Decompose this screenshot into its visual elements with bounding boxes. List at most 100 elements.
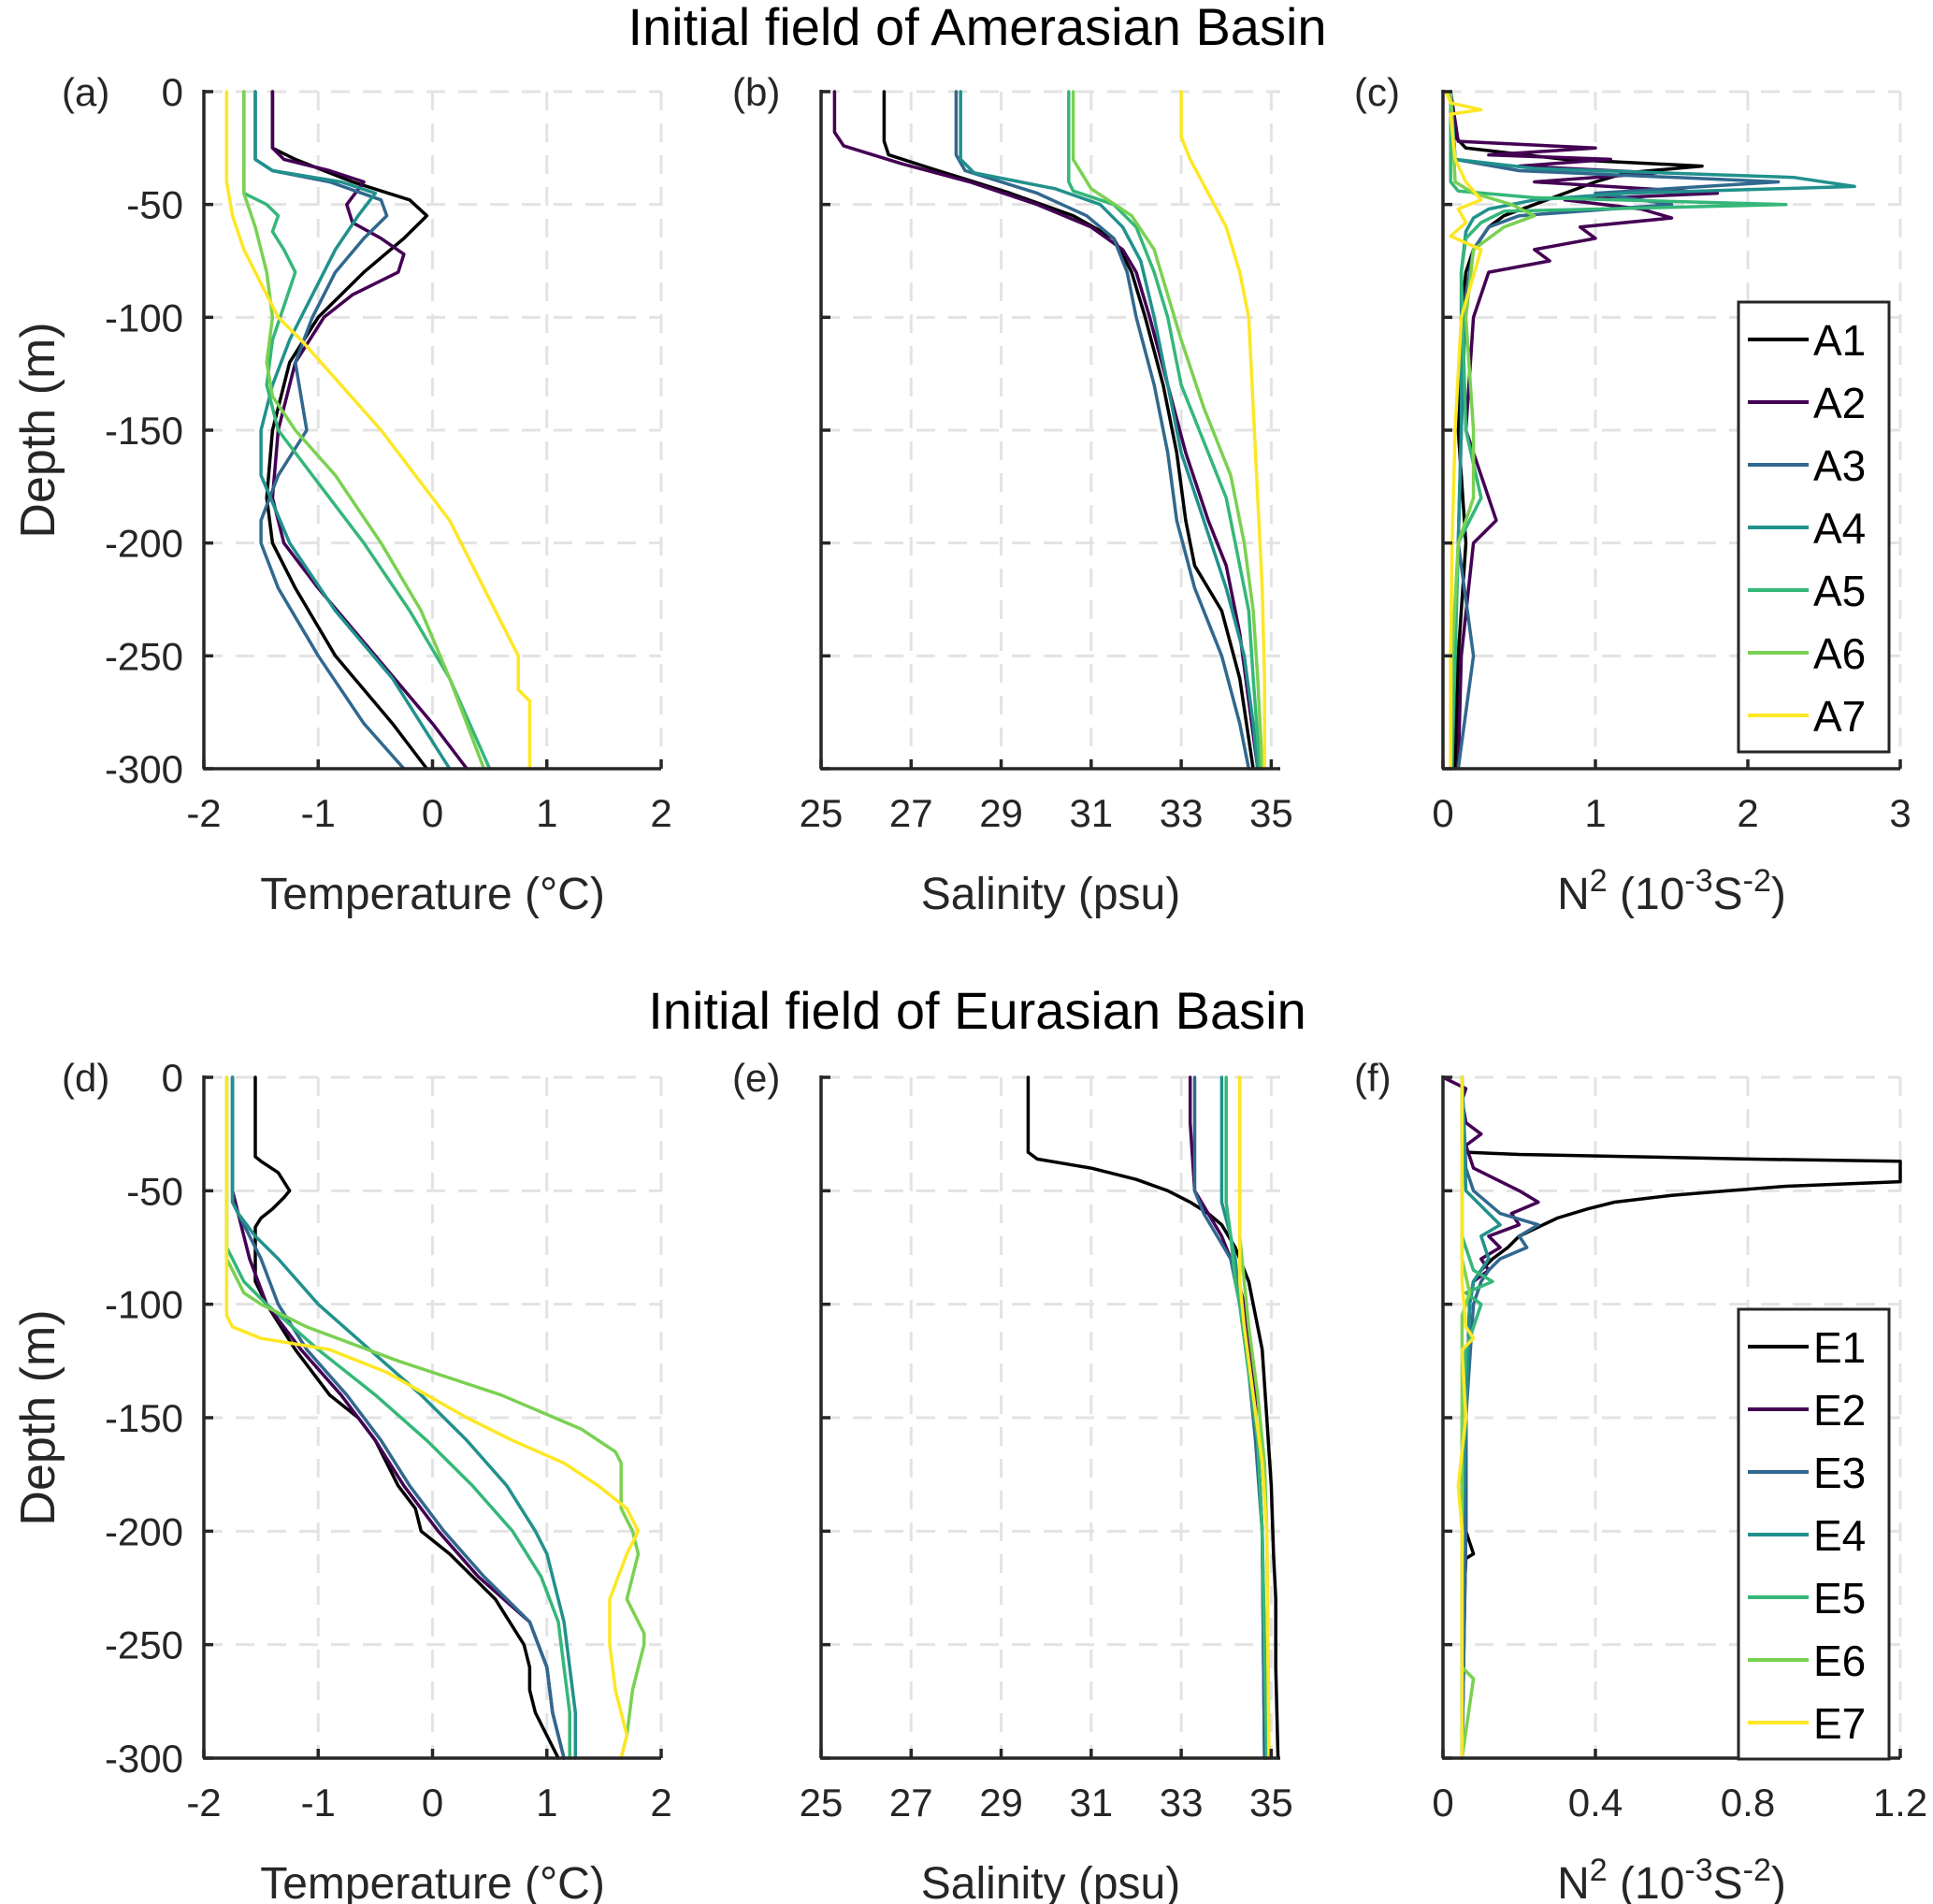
y-tick-label: -50 xyxy=(126,1169,183,1213)
series-A1 xyxy=(265,90,429,771)
series-E7 xyxy=(224,1075,641,1760)
legend-label-A3: A3 xyxy=(1813,441,1866,490)
y-tick-label: -100 xyxy=(105,296,183,339)
series-A6 xyxy=(242,90,486,771)
panel-b: 25 27 29 31 33 35 (b) Salinity (psu) xyxy=(732,70,1293,919)
x-tick-label: 2 xyxy=(650,791,671,835)
panel-label: (f) xyxy=(1354,1056,1392,1100)
series-A7 xyxy=(224,90,532,771)
series-group xyxy=(1441,1075,1902,1760)
y-tick-label: -150 xyxy=(105,409,183,453)
panel-a: -2 -1 0 1 2 0 -50 -100 -150 -200 -250 -300 (a) Temper… xyxy=(11,70,672,919)
x-tick-label: 0.4 xyxy=(1568,1781,1623,1825)
x-tick-label: 1.2 xyxy=(1873,1781,1927,1825)
x-tick-label: 25 xyxy=(800,1781,844,1825)
x-tick-label: -2 xyxy=(186,791,221,835)
series-A2 xyxy=(1449,90,1720,771)
panel-e: 25 27 29 31 33 35 (e) Salinity (psu) xyxy=(732,1056,1293,1904)
panel-label: (b) xyxy=(732,70,780,114)
x-tick-label: 27 xyxy=(889,791,933,835)
legend-label-E6: E6 xyxy=(1813,1637,1866,1685)
x-axis-label: N2 (10-3S-2) xyxy=(1557,863,1786,919)
legend-label-E3: E3 xyxy=(1813,1449,1866,1497)
legend-label-E1: E1 xyxy=(1813,1323,1866,1372)
series-E1 xyxy=(1026,1075,1280,1760)
row-title-amerasian: Initial field of Amerasian Basin xyxy=(628,0,1326,56)
series-E4 xyxy=(230,1075,578,1760)
series-A4 xyxy=(1449,90,1856,771)
y-axis-label: Depth (m) xyxy=(11,322,65,538)
x-tick-label: 3 xyxy=(1889,791,1911,835)
x-tick-label: 1 xyxy=(536,1781,557,1825)
panel-label: (d) xyxy=(62,1056,109,1100)
panel-label: (e) xyxy=(732,1056,780,1100)
x-axis-label: Salinity (psu) xyxy=(921,1859,1180,1904)
series-A2 xyxy=(832,90,1260,771)
x-tick-label: 25 xyxy=(800,791,844,835)
series-E7 xyxy=(1237,1075,1271,1760)
x-axis-label: Temperature (°C) xyxy=(260,1859,605,1904)
legend-label-A6: A6 xyxy=(1813,629,1866,678)
series-E3 xyxy=(1460,1075,1540,1760)
y-tick-label: 0 xyxy=(162,1056,183,1100)
y-tick-label: -300 xyxy=(105,1737,183,1781)
x-tick-label: 0.8 xyxy=(1721,1781,1775,1825)
x-tick-label: 0 xyxy=(422,791,443,835)
panel-c: 0 1 2 3 (c) N2 (10-3S-2) A1 A2 A3 A4 A5 A6 A7 xyxy=(1354,70,1911,919)
x-tick-label: 2 xyxy=(1737,791,1758,835)
x-tick-label: -1 xyxy=(301,791,336,835)
x-tick-label: 1 xyxy=(1584,791,1606,835)
y-axis-label: Depth (m) xyxy=(11,1309,65,1525)
series-A2 xyxy=(270,90,469,771)
x-tick-label: -2 xyxy=(186,1781,221,1825)
x-tick-label: 0 xyxy=(1432,1781,1453,1825)
series-A4 xyxy=(959,90,1260,771)
series-A7 xyxy=(1179,90,1266,771)
series-group xyxy=(1444,90,1856,771)
series-A5 xyxy=(242,90,492,771)
legend-label-E7: E7 xyxy=(1813,1699,1866,1748)
legend-label-E4: E4 xyxy=(1813,1511,1866,1560)
row-title-eurasian: Initial field of Eurasian Basin xyxy=(648,981,1306,1040)
legend: A1 A2 A3 A4 A5 A6 A7 xyxy=(1737,300,1891,754)
series-A4 xyxy=(253,90,452,771)
series-group xyxy=(832,90,1266,771)
series-group xyxy=(1026,1075,1280,1760)
series-E6 xyxy=(224,1075,646,1760)
series-group xyxy=(224,90,532,771)
x-axis-label: N2 (10-3S-2) xyxy=(1557,1853,1786,1904)
x-tick-label: 33 xyxy=(1160,1781,1204,1825)
y-tick-label: -200 xyxy=(105,522,183,566)
series-group xyxy=(224,1075,646,1760)
series-E5 xyxy=(1224,1075,1269,1760)
x-tick-label: 1 xyxy=(536,791,557,835)
x-tick-label: 0 xyxy=(422,1781,443,1825)
y-tick-label: 0 xyxy=(162,70,183,114)
y-tick-label: -250 xyxy=(105,634,183,678)
y-tick-label: -150 xyxy=(105,1396,183,1440)
y-tick-label: -200 xyxy=(105,1509,183,1553)
y-tick-label: -100 xyxy=(105,1283,183,1327)
legend-label-A2: A2 xyxy=(1813,379,1866,427)
series-E7 xyxy=(1456,1075,1476,1760)
panel-label: (a) xyxy=(62,70,109,114)
y-tick-label: -50 xyxy=(126,183,183,227)
series-A5 xyxy=(1449,90,1788,771)
x-tick-label: 31 xyxy=(1069,1781,1113,1825)
legend-label-A1: A1 xyxy=(1813,316,1866,365)
panel-d: -2 -1 0 1 2 0 -50 -100 -150 -200 -250 -300 (d) Temper… xyxy=(11,1056,672,1904)
legend-label-A7: A7 xyxy=(1813,692,1866,741)
x-tick-label: 27 xyxy=(889,1781,933,1825)
series-E6 xyxy=(1460,1075,1476,1760)
series-A5 xyxy=(1067,90,1262,771)
x-tick-label: 0 xyxy=(1432,791,1453,835)
x-tick-label: 35 xyxy=(1249,791,1293,835)
legend-label-E5: E5 xyxy=(1813,1574,1866,1623)
panel-f: 0 0.4 0.8 1.2 (f) N2 (10-3S-2) E1 E2 E3 E4 E5 E6 E7 xyxy=(1354,1056,1927,1904)
series-A7 xyxy=(1444,90,1483,771)
legend-label-A4: A4 xyxy=(1813,504,1866,553)
series-E3 xyxy=(230,1075,566,1760)
y-tick-label: -300 xyxy=(105,747,183,791)
series-A3 xyxy=(954,90,1251,771)
